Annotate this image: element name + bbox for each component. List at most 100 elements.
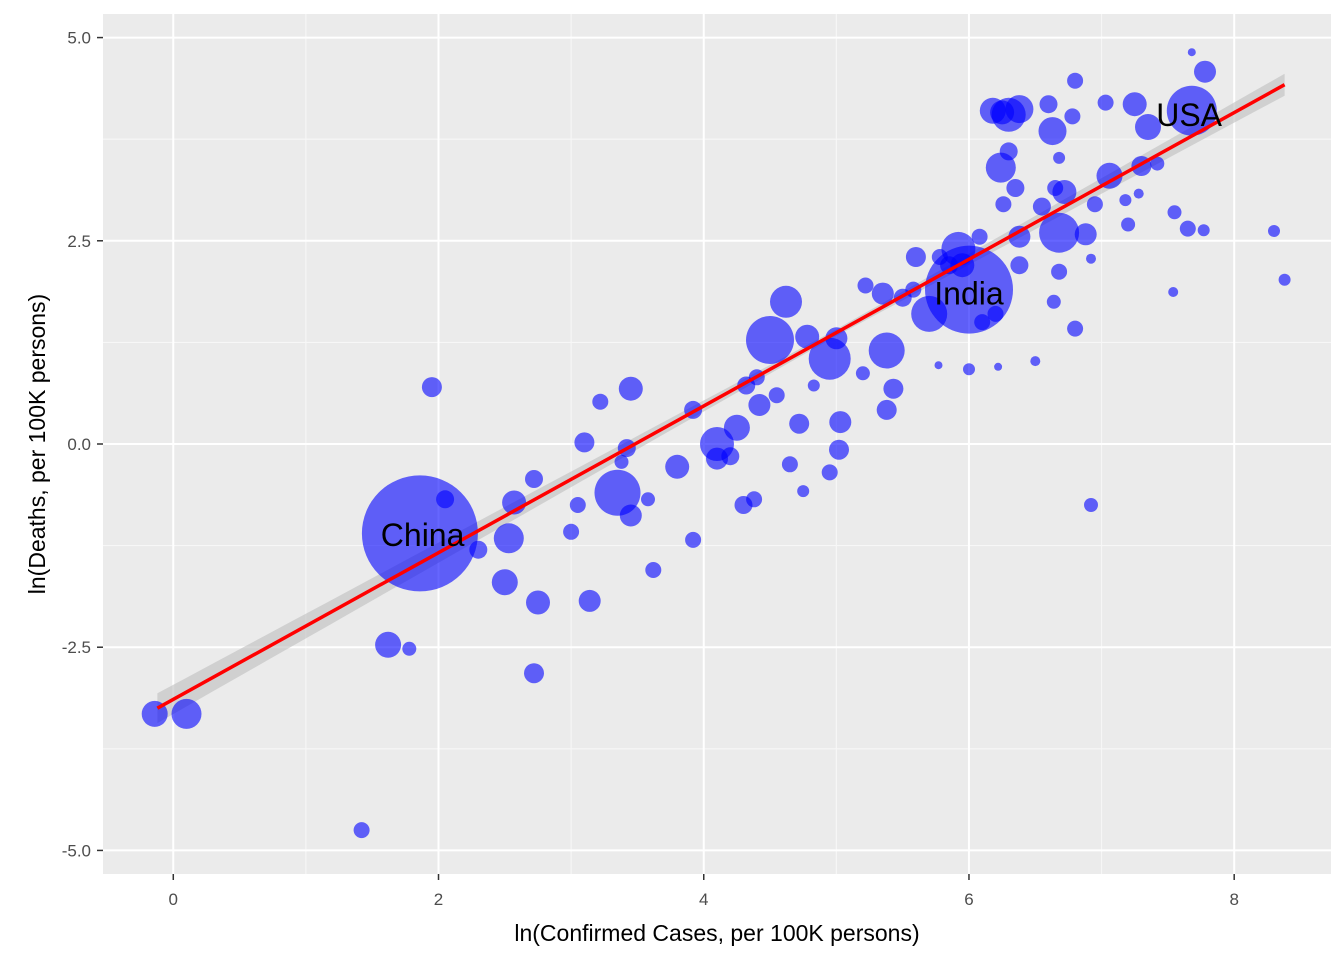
data-points xyxy=(141,48,1291,839)
data-point xyxy=(1064,108,1081,125)
point-label-india: India xyxy=(934,276,1004,312)
data-point xyxy=(1168,287,1179,297)
data-point xyxy=(995,196,1012,213)
data-point xyxy=(821,464,838,481)
point-labels: China India USA xyxy=(381,97,1223,553)
data-point xyxy=(436,490,455,509)
data-point xyxy=(1084,498,1098,512)
data-point xyxy=(994,362,1003,371)
data-point xyxy=(1053,151,1066,164)
data-point xyxy=(1032,197,1051,216)
data-point xyxy=(1008,225,1031,248)
data-point xyxy=(974,314,991,331)
x-tick-label: 6 xyxy=(964,890,973,909)
data-point xyxy=(1268,225,1280,237)
axis-ticks: 0 2 4 6 8 5.0 2.5 0.0 -2.5 -5.0 xyxy=(62,29,1239,909)
data-point xyxy=(1133,188,1144,199)
data-point xyxy=(1278,273,1291,286)
data-point xyxy=(829,439,849,460)
data-point xyxy=(721,447,740,466)
data-point xyxy=(857,277,874,294)
data-point xyxy=(375,631,402,658)
data-point xyxy=(1197,224,1210,237)
y-tick-label: -2.5 xyxy=(62,638,91,657)
y-tick-label: 0.0 xyxy=(67,435,91,454)
data-point xyxy=(574,432,595,453)
data-point xyxy=(770,285,802,318)
data-point xyxy=(868,332,905,369)
data-point xyxy=(999,142,1018,161)
data-point xyxy=(665,454,690,479)
data-point xyxy=(1097,94,1114,111)
fit-line-layer xyxy=(156,83,1286,710)
data-point xyxy=(493,523,524,554)
data-point xyxy=(524,663,544,684)
data-point xyxy=(594,469,641,516)
data-point xyxy=(748,394,771,416)
data-point xyxy=(1010,256,1029,275)
x-tick-label: 8 xyxy=(1229,890,1238,909)
x-tick-label: 2 xyxy=(434,890,443,909)
data-point xyxy=(768,387,785,404)
data-point xyxy=(619,504,642,527)
data-point xyxy=(883,378,904,399)
data-point xyxy=(1167,205,1182,220)
x-tick-label: 4 xyxy=(699,890,708,909)
data-point xyxy=(1006,179,1025,197)
data-point xyxy=(1030,356,1041,367)
data-point xyxy=(618,376,643,401)
data-point xyxy=(526,590,550,615)
data-point xyxy=(797,485,810,498)
data-point xyxy=(1119,194,1132,207)
data-point xyxy=(578,589,601,612)
data-point xyxy=(641,492,655,507)
y-axis-title: ln(Deaths, per 100K persons) xyxy=(24,294,50,594)
data-point xyxy=(781,456,798,473)
data-point xyxy=(1096,162,1123,189)
data-point xyxy=(746,491,763,508)
data-point xyxy=(1046,294,1061,309)
data-point xyxy=(614,454,629,469)
x-axis-title: ln(Confirmed Cases, per 100K persons) xyxy=(514,920,919,946)
data-point xyxy=(1039,212,1080,253)
data-point xyxy=(685,531,702,548)
data-point xyxy=(807,379,820,392)
data-point xyxy=(795,324,820,349)
y-tick-label: 2.5 xyxy=(67,232,91,251)
y-tick-label: -5.0 xyxy=(62,841,91,860)
x-tick-label: 0 xyxy=(169,890,178,909)
y-tick-label: 5.0 xyxy=(67,29,91,48)
point-label-china: China xyxy=(381,517,465,553)
data-point xyxy=(421,377,442,398)
data-point xyxy=(963,363,975,376)
data-point xyxy=(746,316,794,364)
data-point xyxy=(971,228,988,245)
fit-line xyxy=(156,83,1286,710)
data-point xyxy=(911,295,948,332)
data-point xyxy=(525,470,543,488)
data-point xyxy=(1039,95,1058,114)
data-point xyxy=(1086,196,1103,213)
data-point xyxy=(402,641,417,656)
data-point xyxy=(934,361,943,370)
data-point xyxy=(1122,92,1147,117)
data-point xyxy=(871,282,894,305)
point-label-usa: USA xyxy=(1156,97,1222,133)
data-point xyxy=(469,540,488,559)
data-point xyxy=(825,327,848,350)
data-point xyxy=(1166,85,1217,136)
data-point xyxy=(563,523,580,540)
data-point xyxy=(1150,156,1165,171)
data-point xyxy=(1067,320,1084,337)
data-point xyxy=(1179,220,1196,237)
data-point xyxy=(789,413,810,434)
data-point xyxy=(1194,60,1216,83)
data-point xyxy=(990,100,1015,125)
data-point xyxy=(1086,253,1096,264)
data-point xyxy=(1135,114,1161,140)
data-point xyxy=(353,822,370,839)
data-point xyxy=(855,366,870,381)
data-point xyxy=(1051,263,1068,280)
data-point xyxy=(876,399,897,420)
